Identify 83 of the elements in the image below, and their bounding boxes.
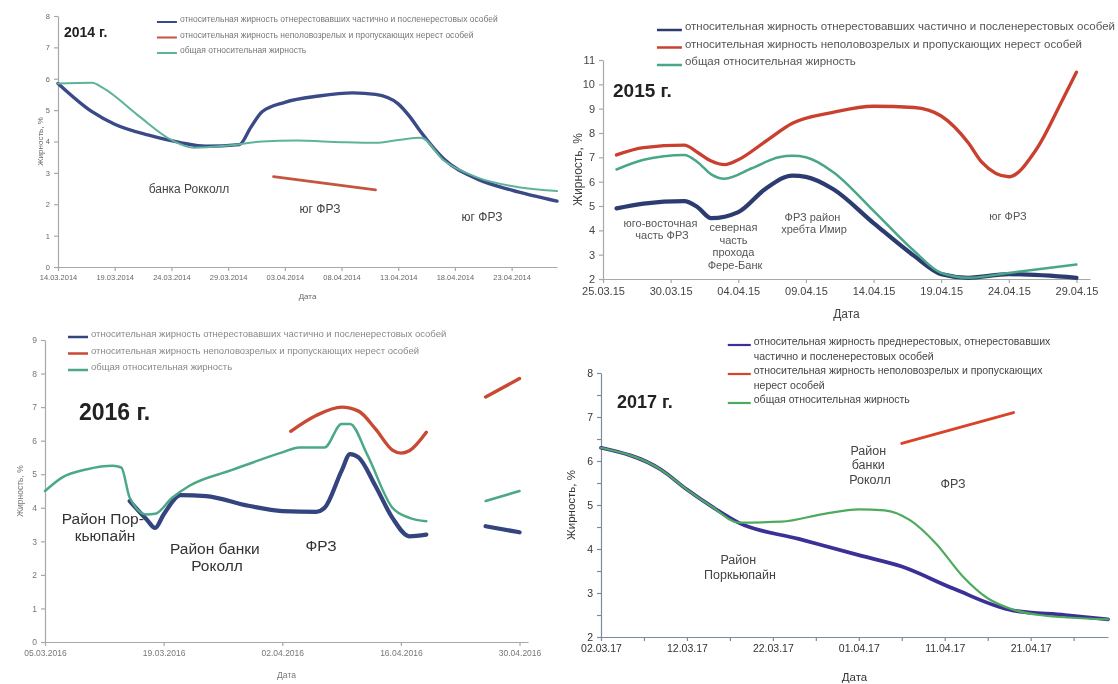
annotation: Район Поркьюпайн — [704, 553, 777, 582]
annotation: юго-восточная часть ФРЗ — [623, 216, 701, 242]
y-tick-label: 5 — [588, 200, 595, 213]
annotation: Район банки Роколл — [849, 444, 891, 487]
x-tick-label: 02.03.17 — [581, 642, 623, 655]
legend-label: относительная жирность неполовозрелых и пропускающих нерест особей — [91, 344, 420, 356]
line-series — [614, 70, 1079, 179]
legend-label: относительная жирность отнерестовавших частично и посленерестовых особей — [91, 328, 447, 339]
text: 2015 г. — [613, 80, 672, 101]
text: 2014 г. — [64, 24, 108, 40]
legend-label: относительная жирность отнерестовавших частично и посленерестовых особей — [684, 20, 1115, 32]
x-axis-title: Дата — [841, 671, 868, 684]
y-tick-label: 3 — [588, 248, 595, 261]
y-tick-label: 5 — [32, 469, 38, 480]
x-tick-label: 24.04.15 — [987, 284, 1031, 297]
x-tick-label: 12.03.17 — [666, 642, 709, 655]
x-tick-label: 05.03.2016 — [24, 648, 68, 659]
x-tick-label: 19.04.15 — [920, 284, 964, 297]
x-tick-label: 29.04.15 — [1055, 284, 1099, 297]
y-tick-label: 7 — [587, 410, 594, 423]
y-tick-label: 3 — [587, 586, 594, 599]
y-tick-label: 6 — [587, 454, 594, 467]
legend-label: общая относительная жирность — [684, 55, 856, 67]
annotation: юг ФРЗ — [461, 210, 503, 225]
x-axis-title: Дата — [298, 291, 317, 301]
annotation: ФРЗ район хребта Имир — [781, 210, 847, 236]
y-tick-label: 4 — [587, 542, 594, 555]
y-tick-label: 2 — [32, 570, 38, 581]
legend-label: общая относительная жирность — [179, 45, 307, 55]
annotation: банка Рокколл — [148, 182, 230, 197]
y-tick-label: 6 — [588, 175, 595, 188]
text: 2017 г. — [617, 392, 673, 412]
y-tick-label: 3 — [32, 536, 38, 547]
x-tick-label: 21.04.17 — [1010, 642, 1052, 655]
x-tick-label: 22.03.17 — [752, 642, 794, 655]
x-tick-label: 25.03.15 — [582, 284, 625, 297]
annotation: ФРЗ — [940, 477, 966, 492]
x-axis-title: Дата — [277, 669, 297, 680]
y-tick-label: 0 — [32, 637, 38, 648]
y-tick-label: 9 — [588, 102, 595, 115]
legend-label: общая относительная жирность — [753, 393, 911, 405]
legend-label: относительная жирность отнерестовавших частично и посленерестовых особей — [179, 14, 499, 24]
line-series — [615, 153, 1078, 280]
x-tick-label: 09.04.15 — [785, 284, 828, 297]
annotation: Район Пор- кьюпайн — [61, 509, 149, 545]
y-tick-label: 2 — [587, 630, 594, 643]
x-tick-label: 14.04.15 — [852, 284, 896, 297]
legend-label: общая относительная жирность — [91, 361, 233, 372]
x-tick-label: 30.03.15 — [649, 284, 693, 297]
annotation: ФРЗ — [305, 537, 337, 555]
y-tick-label: 11 — [583, 54, 595, 67]
x-tick-label: 16.04.2016 — [380, 648, 423, 659]
y-tick-label: 6 — [32, 435, 38, 446]
y-tick-label: 7 — [32, 402, 38, 413]
y-axis-title: Жирность, % — [35, 117, 45, 166]
y-axis-title: Жирность, % — [14, 464, 25, 517]
y-tick-label: 8 — [587, 366, 594, 379]
legend-label: относительная жирность неполовозрелых и пропускающих нерест особей — [179, 29, 474, 40]
y-tick-label: 7 — [588, 151, 595, 164]
annotation: Район банки Роколл — [169, 539, 265, 575]
x-tick-label: 19.03.2016 — [142, 648, 186, 659]
x-tick-label: 02.04.2016 — [261, 648, 305, 659]
y-axis-title: Жирность, % — [571, 132, 586, 206]
legend-label: относительная жирность неполовозрелых и пропускающих нерест особей — [684, 37, 1083, 50]
y-tick-label: 10 — [582, 78, 595, 91]
y-tick-label: 8 — [32, 368, 38, 379]
x-tick-label: 04.04.15 — [717, 284, 761, 297]
y-tick-label: 4 — [588, 224, 595, 237]
x-tick-label: 11.04.17 — [925, 642, 966, 655]
y-tick-label: 2 — [588, 273, 595, 286]
x-tick-label: 30.04.2016 — [498, 648, 542, 659]
y-tick-label: 4 — [32, 503, 38, 513]
annotation: юг ФРЗ — [299, 202, 341, 217]
x-axis-title: Дата — [833, 307, 861, 322]
y-tick-label: 1 — [32, 603, 38, 614]
annotation: северная часть прохода Фере-Банк — [707, 220, 763, 271]
y-axis-title: Жирность, % — [565, 470, 578, 540]
x-tick-label: 01.04.17 — [838, 642, 880, 655]
y-tick-label: 8 — [588, 127, 595, 140]
y-tick-label: 9 — [32, 335, 38, 346]
y-tick-label: 5 — [587, 498, 594, 511]
text: 2016 г. — [79, 399, 151, 425]
annotation: юг ФРЗ — [989, 209, 1028, 222]
